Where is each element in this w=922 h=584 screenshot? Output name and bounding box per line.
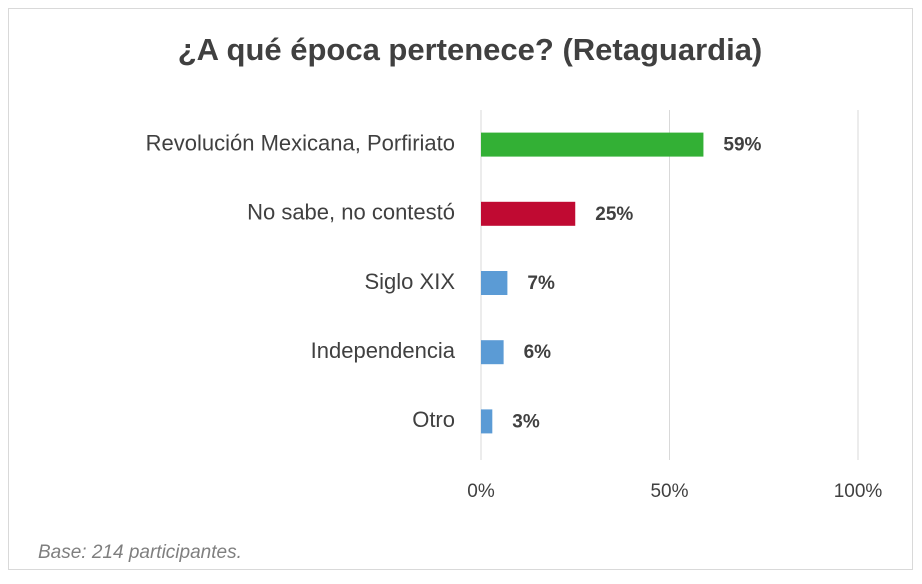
value-label: 6%	[524, 342, 552, 363]
chart-border	[8, 8, 913, 570]
value-label: 59%	[723, 135, 761, 156]
footnote: Base: 214 participantes.	[38, 542, 242, 563]
value-label: 25%	[595, 204, 633, 225]
bar	[481, 340, 504, 365]
bar	[481, 132, 704, 157]
y-tick-label: Siglo XIX	[365, 269, 456, 294]
y-tick-label: No sabe, no contestó	[247, 200, 455, 225]
x-tick-label: 100%	[834, 481, 883, 502]
y-tick-label: Independencia	[311, 338, 456, 363]
y-tick-label: Otro	[412, 407, 455, 432]
chart-title: ¿A qué época pertenece? (Retaguardia)	[178, 32, 763, 67]
x-tick-label: 0%	[467, 481, 495, 502]
bar	[481, 409, 493, 434]
bar	[481, 271, 508, 295]
bar	[481, 201, 576, 226]
value-label: 7%	[527, 273, 555, 294]
x-tick-label: 50%	[650, 481, 688, 502]
value-label: 3%	[512, 411, 540, 432]
y-tick-label: Revolución Mexicana, Porfiriato	[146, 130, 455, 155]
